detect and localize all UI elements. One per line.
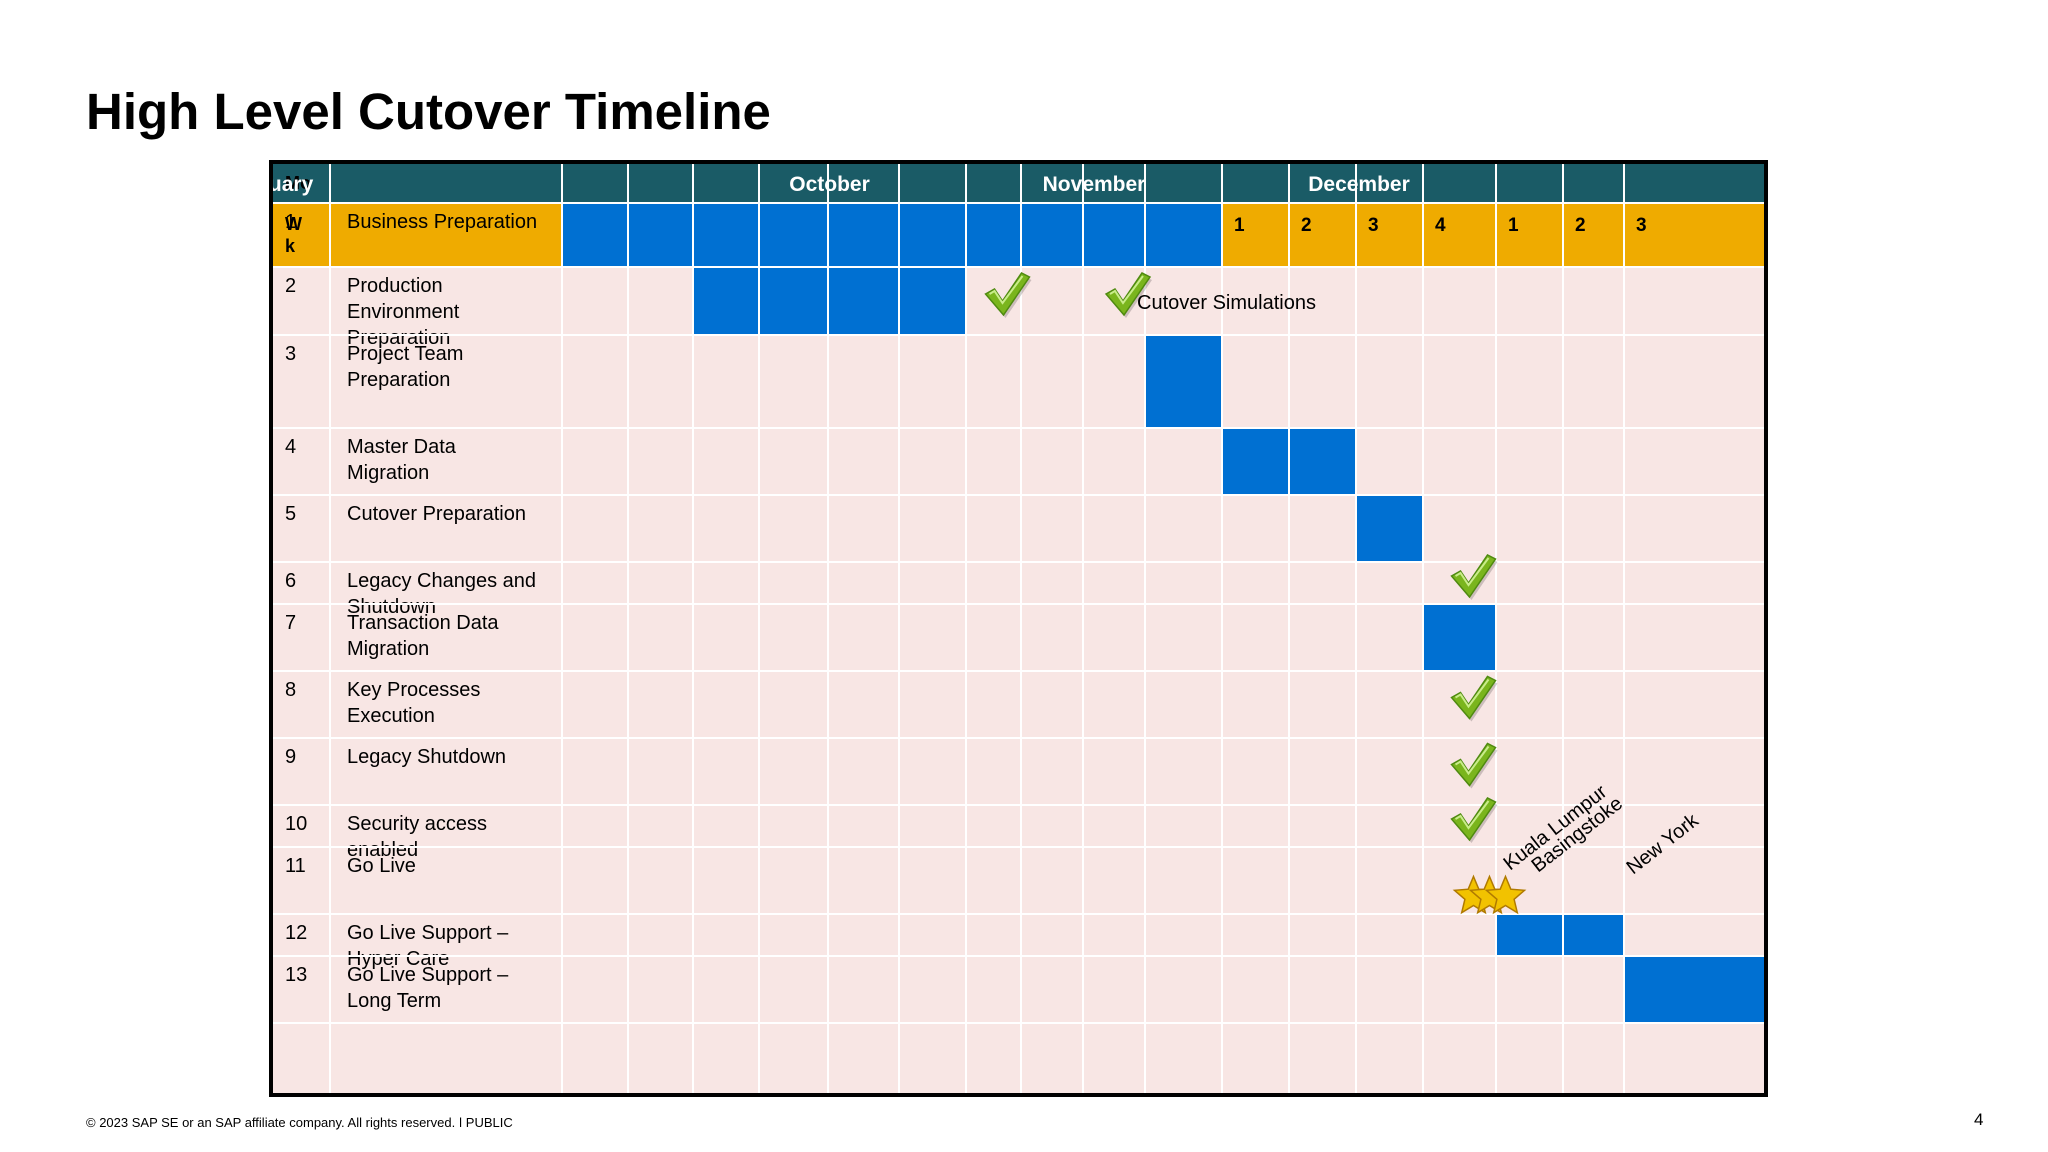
week-label: 2 xyxy=(1575,215,1586,236)
task-bar xyxy=(693,267,759,335)
task-bar xyxy=(1083,203,1145,267)
week-label: 1 xyxy=(1234,215,1245,236)
check-icon xyxy=(1450,554,1498,600)
check-icon xyxy=(1450,797,1498,843)
slide-title: High Level Cutover Timeline xyxy=(86,83,771,140)
task-name: Security access enabled xyxy=(347,813,487,861)
week-label: 1 xyxy=(1508,215,1519,236)
task-bar xyxy=(759,203,828,267)
task-number: 10 xyxy=(285,813,307,835)
task-name: Business Preparation xyxy=(347,211,537,233)
task-bar xyxy=(828,203,899,267)
month-label: December xyxy=(1308,173,1410,196)
grid-lines xyxy=(273,164,1764,1093)
task-bar xyxy=(1496,914,1563,956)
week-label: 3 xyxy=(1636,215,1647,236)
task-name: Go Live xyxy=(347,855,416,877)
task-bar xyxy=(1145,203,1222,267)
month-label: October xyxy=(789,173,870,196)
check-icon xyxy=(984,272,1032,318)
week-label: 3 xyxy=(1368,215,1379,236)
task-bar xyxy=(899,267,966,335)
task-bar xyxy=(693,203,759,267)
check-icon xyxy=(1450,742,1498,789)
footer-copyright: © 2023 SAP SE or an SAP affiliate compan… xyxy=(86,1115,513,1130)
gantt-svg: MoWk34October1234November1234December123… xyxy=(273,164,1764,1093)
task-bar xyxy=(1289,428,1356,495)
task-bar xyxy=(1356,495,1423,562)
task-name: Transaction Data Migration xyxy=(347,612,499,660)
task-bar xyxy=(1563,914,1624,956)
task-number: 12 xyxy=(285,922,307,944)
task-number: 5 xyxy=(285,503,296,525)
task-bar xyxy=(1423,604,1496,671)
task-name: Master Data Migration xyxy=(347,436,457,484)
month-label: November xyxy=(1043,173,1146,196)
task-number: 11 xyxy=(285,855,306,877)
task-number: 2 xyxy=(285,275,296,297)
week-label: 2 xyxy=(1301,215,1312,236)
task-name: Production Environment Preparation xyxy=(347,275,460,349)
task-name: Cutover Preparation xyxy=(347,503,526,525)
task-number: 1 xyxy=(285,211,296,233)
task-bar xyxy=(899,203,966,267)
star-icon xyxy=(1484,874,1527,915)
task-bar xyxy=(1145,335,1222,428)
month-col-label: Mo xyxy=(285,173,311,193)
task-number: 3 xyxy=(285,343,296,365)
task-bar xyxy=(562,203,628,267)
task-bar xyxy=(1021,203,1083,267)
task-number: 7 xyxy=(285,612,296,634)
month-label: January xyxy=(273,173,314,196)
page-number: 4 xyxy=(1974,1110,1984,1129)
task-number: 9 xyxy=(285,746,296,768)
check-icon xyxy=(1104,272,1152,318)
task-name: Legacy Changes and Shutdown xyxy=(347,570,536,618)
month-header-row xyxy=(273,164,1764,203)
task-name: Go Live Support – Hyper Care xyxy=(347,922,509,970)
task-number: 6 xyxy=(285,570,296,592)
gantt-chart: MoWk34October1234November1234December123… xyxy=(269,160,1768,1097)
task-bar xyxy=(1222,428,1289,495)
week-label: 4 xyxy=(1435,215,1446,236)
task-bar xyxy=(628,203,693,267)
task-name: Go Live Support – Long Term xyxy=(347,964,509,1012)
task-name: Legacy Shutdown xyxy=(347,746,506,768)
task-name: Key Processes Execution xyxy=(347,679,480,727)
task-bar xyxy=(1624,956,1764,1023)
task-name: Project Team Preparation xyxy=(347,343,463,391)
task-number: 13 xyxy=(285,964,307,986)
task-bar xyxy=(966,203,1021,267)
check-icon xyxy=(1450,675,1498,722)
task-bar xyxy=(828,267,899,335)
task-number: 8 xyxy=(285,679,296,701)
task-number: 4 xyxy=(285,436,296,458)
annotation-text: Cutover Simulations xyxy=(1137,292,1316,314)
task-bar xyxy=(759,267,828,335)
